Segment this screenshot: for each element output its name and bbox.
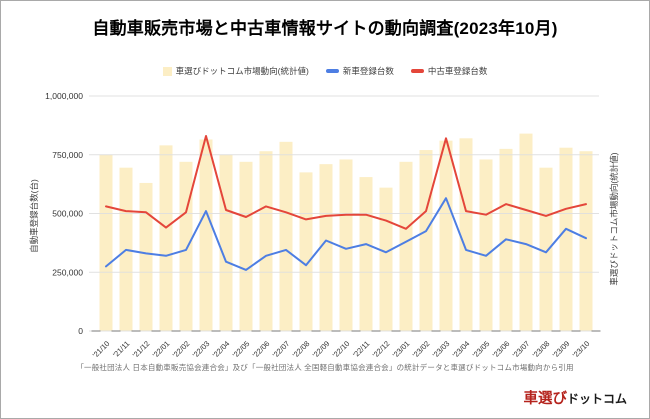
legend-swatch-newcar [325,69,339,73]
x-tick-label: '23/06 [491,339,512,360]
x-tick-label: '22/07 [271,339,292,360]
x-tick-label: '21/10 [91,339,112,360]
market-bar [459,138,473,331]
market-bar [259,151,273,331]
market-bar [159,145,173,331]
market-bar [99,154,113,331]
market-bar [239,161,253,331]
x-tick-label: '23/01 [391,339,412,360]
x-tick-label: '23/10 [571,339,592,360]
page-title: 自動車販売市場と中古車情報サイトの動向調査(2023年10月) [92,19,558,38]
market-bar [199,139,213,331]
market-bar [299,172,313,331]
x-tick-label: '22/10 [331,339,352,360]
legend-swatch-usedcar [410,69,424,73]
y-tick-label: 250,000 [52,267,83,277]
market-bar [339,159,353,331]
y-tick-label: 750,000 [52,150,83,160]
kurumaerabi-logo: 車選び ドットコム [523,387,627,408]
right-axis-title: 車選びドットコム市場動向(統計値) [609,152,619,286]
legend: 車選びドットコム市場動向(統計値) 新車登録台数 中古車登録台数 [1,65,649,77]
market-bar [319,164,333,331]
market-bar [379,187,393,331]
y-tick-label: 500,000 [52,209,83,219]
new-car-line [105,197,587,271]
market-bar [439,140,453,331]
legend-item-usedcar: 中古車登録台数 [410,65,488,77]
y-tick-label: 1,000,000 [45,91,83,101]
x-tick-label: '22/02 [171,339,192,360]
x-tick-label: '23/02 [411,339,432,360]
x-tick-label: '21/12 [131,339,152,360]
x-tick-label: '22/06 [251,339,272,360]
x-tick-label: '23/08 [531,339,552,360]
x-tick-label: '22/08 [291,339,312,360]
legend-item-newcar: 新車登録台数 [325,65,394,77]
x-tick-label: '22/11 [351,339,371,359]
market-bar [539,167,553,331]
x-tick-label: '22/05 [231,339,252,360]
legend-label-usedcar: 中古車登録台数 [427,66,488,76]
market-bar [419,150,433,331]
market-bar [359,177,373,331]
market-bar [219,154,233,331]
x-tick-label: '22/03 [191,339,212,360]
market-bar [479,159,493,331]
legend-label-newcar: 新車登録台数 [342,66,394,76]
x-tick-label: '22/01 [151,339,172,360]
source-note: 「一般社団法人 日本自動車販売協会連合会」及び「一般社団法人 全国軽自動車協会連… [76,363,574,372]
market-bar [579,151,593,331]
market-bar [279,141,293,331]
market-bar [559,147,573,331]
y-tick-label: 0 [78,326,83,336]
market-bar [519,133,533,331]
logo-text-black: ドットコム [566,392,627,406]
x-tick-label: '22/12 [371,339,392,360]
x-tick-label: '21/11 [111,339,131,359]
x-tick-label: '22/04 [211,339,232,360]
x-tick-label: '23/03 [431,339,452,360]
x-tick-label: '22/09 [311,339,332,360]
legend-swatch-market [162,66,172,76]
used-car-line [105,135,587,230]
x-tick-label: '23/09 [551,339,572,360]
x-tick-label: '23/04 [451,339,472,360]
market-bar [399,161,413,331]
market-bar [139,182,153,331]
left-axis-title: 自動車登録台数(台) [29,179,39,253]
x-tick-label: '23/05 [471,339,492,360]
legend-item-market: 車選びドットコム市場動向(統計値) [162,65,309,77]
legend-label-market: 車選びドットコム市場動向(統計値) [175,66,309,76]
x-tick-label: '23/07 [511,339,532,360]
market-bar [179,161,193,331]
logo-text-red: 車選び [523,391,567,407]
